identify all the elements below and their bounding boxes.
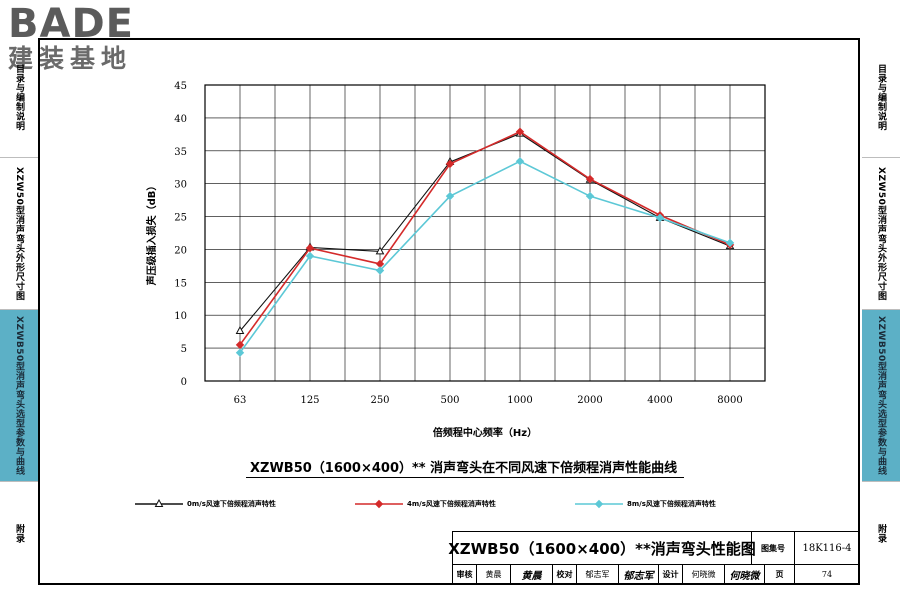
x-tick-label: 2000 [577, 395, 602, 406]
sidebar-left-item-label: 附录 [14, 524, 24, 543]
y-tick-label: 0 [181, 377, 187, 388]
data-point [515, 127, 525, 136]
chart-title: XZWB50（1600×400）** 消声弯头在不同风速下倍频程消声性能曲线 [250, 461, 678, 476]
page-label: 页 [765, 565, 795, 584]
series-2 [235, 157, 735, 357]
reviewer-signature: 黄晨 [511, 565, 553, 584]
data-point [445, 159, 455, 169]
sidebar-left-item-contents[interactable]: 目录与编制说明 [0, 38, 38, 158]
x-tick-label: 63 [234, 395, 247, 406]
y-tick-label: 25 [174, 213, 187, 224]
chart-title-underline [246, 477, 684, 478]
y-tick-label: 30 [174, 180, 187, 191]
designer-signature: 何晓微 [725, 565, 765, 584]
x-tick-label: 125 [300, 395, 319, 406]
sidebar-left-item-label: 目录与编制说明 [14, 64, 24, 131]
data-point [375, 266, 385, 275]
sidebar-left-item-dimensions[interactable]: XZW50型消声弯头外形尺寸图 [0, 158, 38, 310]
y-tick-label: 35 [174, 147, 187, 158]
y-tick-label: 5 [181, 344, 187, 355]
x-tick-labels: 63 125 250 500 1000 2000 4000 8000 [234, 395, 743, 406]
x-tick-label: 500 [440, 395, 459, 406]
checker-signature: 郁志军 [619, 565, 659, 584]
x-tick-label: 250 [370, 395, 389, 406]
sidebar-right-item-label: 附录 [876, 524, 886, 543]
data-point [375, 246, 385, 255]
sidebar-right-item-label: 目录与编制说明 [876, 64, 886, 131]
data-point [305, 243, 315, 253]
y-tick-label: 15 [174, 278, 187, 289]
data-point [374, 499, 384, 509]
data-point [235, 325, 245, 335]
atlas-number-label: 图集号 [752, 532, 795, 565]
brand-logo: BADE 建装基地 [8, 4, 178, 74]
logo-brand-text: BADE [8, 1, 134, 47]
drawing-frame [38, 38, 860, 585]
series-line [239, 160, 731, 354]
x-tick-label: 8000 [717, 395, 742, 406]
sidebar-left-item-selection[interactable]: XZWB50型消声弯头选型参数与曲线 [0, 310, 38, 482]
insertion-loss-chart: 0 5 10 15 20 25 30 35 40 45 63 125 250 500 1000 2000 40… [145, 81, 766, 439]
chart-grid [204, 84, 766, 382]
legend-label: 0m/s风速下倍频程消声特性 [187, 500, 276, 508]
check-label: 校对 [553, 565, 577, 584]
review-label: 审核 [453, 565, 477, 584]
sidebar-left: 目录与编制说明 XZW50型消声弯头外形尺寸图 XZWB50型消声弯头选型参数与… [0, 38, 38, 585]
legend-item: 8m/s风速下倍频程消声特性 [575, 497, 716, 511]
y-tick-label: 10 [174, 311, 187, 322]
legend-label: 8m/s风速下倍频程消声特性 [627, 500, 716, 508]
reviewer-name: 黄晨 [477, 565, 511, 584]
legend-item: 0m/s风速下倍频程消声特性 [135, 497, 276, 511]
data-point [585, 191, 595, 201]
sidebar-left-item-label: XZWB50型消声弯头选型参数与曲线 [14, 315, 24, 476]
data-point [725, 238, 735, 248]
drawing-title: XZWB50（1600×400）**消声弯头性能图 [448, 532, 756, 565]
data-point [515, 157, 525, 166]
data-point [235, 348, 245, 357]
legend-swatch [355, 499, 403, 509]
design-label: 设计 [659, 565, 683, 584]
sidebar-left-item-label: XZW50型消声弯头外形尺寸图 [14, 166, 24, 301]
sidebar-right-item-label: XZW50型消声弯头外形尺寸图 [876, 166, 886, 301]
legend-swatch [135, 499, 183, 507]
y-tick-label: 45 [174, 81, 187, 92]
y-tick-labels: 0 5 10 15 20 25 30 35 40 45 [174, 81, 187, 388]
checker-name: 郁志军 [577, 565, 619, 584]
x-tick-label: 1000 [507, 395, 532, 406]
title-block: XZWB50（1600×400）**消声弯头性能图 图集号 18K116-4 审… [448, 531, 859, 584]
sidebar-right-item-appendix[interactable]: 附录 [862, 482, 900, 585]
data-point [585, 174, 595, 184]
legend-item: 4m/s风速下倍频程消声特性 [355, 497, 496, 511]
sidebar-right-item-label: XZWB50型消声弯头选型参数与曲线 [876, 315, 886, 476]
data-point [305, 251, 315, 261]
designer-name: 何晓微 [683, 565, 725, 584]
y-tick-label: 40 [174, 114, 187, 125]
series-line [239, 130, 731, 346]
y-axis-label: 声压级插入损失（dB） [145, 181, 158, 287]
x-tick-label: 4000 [647, 395, 672, 406]
sidebar-right: 目录与编制说明 XZW50型消声弯头外形尺寸图 XZWB50型消声弯头选型参数与… [862, 38, 900, 585]
data-point [594, 499, 604, 509]
chart-series [235, 127, 735, 357]
data-point [445, 191, 455, 201]
legend-swatch [575, 499, 623, 509]
sidebar-right-item-contents[interactable]: 目录与编制说明 [862, 38, 900, 158]
sidebar-right-item-dimensions[interactable]: XZW50型消声弯头外形尺寸图 [862, 158, 900, 310]
y-tick-label: 20 [174, 245, 187, 256]
page-number: 74 [821, 570, 833, 579]
data-point [655, 213, 665, 223]
series-1 [235, 127, 735, 350]
legend-label: 4m/s风速下倍频程消声特性 [407, 500, 496, 508]
logo-subtitle: 建装基地 [8, 44, 133, 73]
x-axis-label: 倍频程中心频率（Hz） [433, 426, 537, 439]
sidebar-right-item-selection[interactable]: XZWB50型消声弯头选型参数与曲线 [862, 310, 900, 482]
data-point [154, 499, 164, 507]
sidebar-left-item-appendix[interactable]: 附录 [0, 482, 38, 585]
atlas-number: 18K116-4 [795, 532, 859, 565]
data-point [235, 340, 245, 350]
